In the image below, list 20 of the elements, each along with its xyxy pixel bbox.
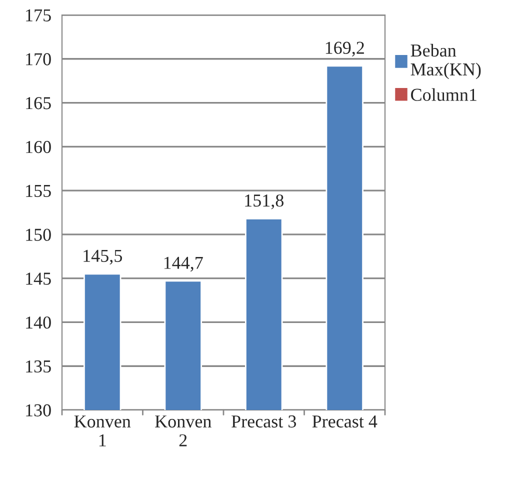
x-tick-label: Konven 1 <box>74 416 131 446</box>
data-label: 144,7 <box>164 256 203 272</box>
y-tick-label: 140 <box>26 316 51 329</box>
y-tick-label: 175 <box>26 9 51 22</box>
data-label: 145,5 <box>84 250 122 265</box>
data-label: 169,2 <box>326 42 364 57</box>
y-tick-label: 165 <box>26 97 51 110</box>
legend-label: Beban Max(KN) <box>410 44 481 80</box>
x-tick-label: Konven 2 <box>155 416 212 446</box>
x-tick-label: Precast 3 <box>232 415 296 428</box>
y-tick-label: 130 <box>26 404 51 416</box>
y-tick-label: 150 <box>26 228 51 241</box>
y-tick-label: 160 <box>26 140 51 154</box>
data-label: 151,8 <box>245 194 284 210</box>
legend-label: Column1 <box>411 88 476 101</box>
y-tick-label: 145 <box>26 272 51 285</box>
y-tick-label: 155 <box>26 184 51 197</box>
x-tick-label: Precast 4 <box>312 416 378 428</box>
y-tick-label: 170 <box>26 53 51 66</box>
y-tick-label: 135 <box>26 360 51 373</box>
